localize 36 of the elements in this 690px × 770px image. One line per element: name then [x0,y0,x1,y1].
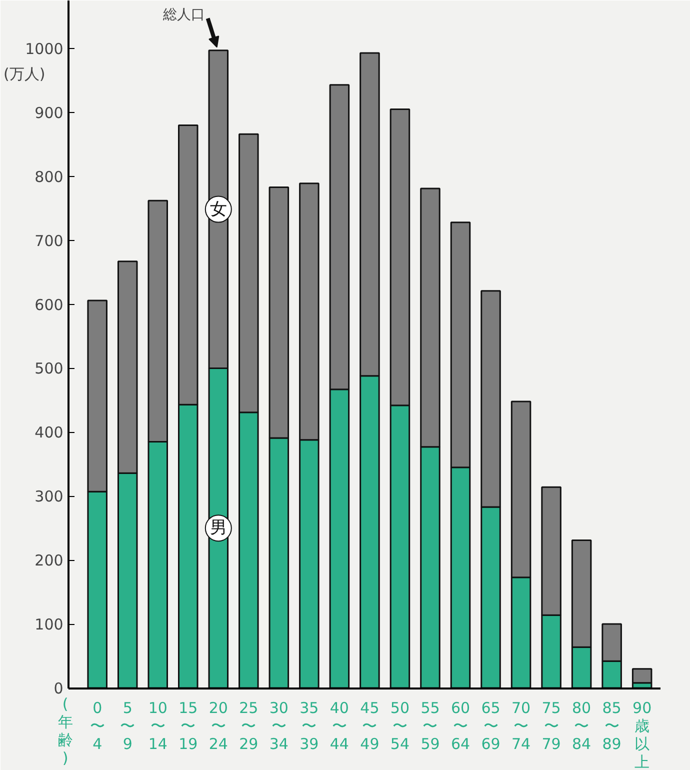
y-tick-label: 0 [54,680,64,698]
y-tick-label: 100 [34,616,64,634]
y-tick-label: 300 [34,488,64,506]
y-tick-label: 800 [34,168,64,186]
series-label: 女 [210,199,227,220]
x-tick-label: 80〜84 [572,699,592,753]
x-tick-label: 60〜64 [450,699,470,753]
y-axis-title: (万人) [4,65,46,84]
annotation: 総人口 [162,7,205,24]
x-tick-label: 5〜9 [120,699,136,753]
x-tick-label: 45〜49 [360,699,380,753]
x-tick-label: 10〜14 [148,699,168,753]
x-tick-label: 0〜4 [90,699,105,753]
y-tick-label: 500 [34,360,64,378]
x-tick-label: 35〜39 [300,699,319,753]
x-tick-label: 90歳以上 [632,699,652,770]
x-tick-label: 15〜19 [178,699,198,753]
x-tick-label: 70〜74 [511,699,531,753]
bar [632,668,652,684]
y-tick-label: 700 [34,232,64,250]
x-tick-label: 85〜89 [602,699,622,753]
y-tick-label: 200 [34,552,64,570]
x-tick-label: 25〜29 [239,699,258,753]
x-tick-label: 75〜79 [542,699,561,753]
y-tick-label: 400 [34,424,64,442]
series-label: 男 [210,518,227,538]
x-tick-label: 30〜34 [269,699,288,753]
x-tick-label: 40〜44 [330,699,349,753]
y-tick-label: 600 [34,296,64,314]
x-tick-label: 50〜54 [390,699,410,753]
x-tick-label: 20〜24 [208,699,228,753]
x-tick-label: 65〜69 [481,699,500,753]
y-tick-label: 900 [34,104,64,122]
x-tick-label: 55〜59 [420,699,440,753]
y-tick-label: 1000 [25,40,64,58]
x-axis-title: (年齢) [58,694,73,767]
